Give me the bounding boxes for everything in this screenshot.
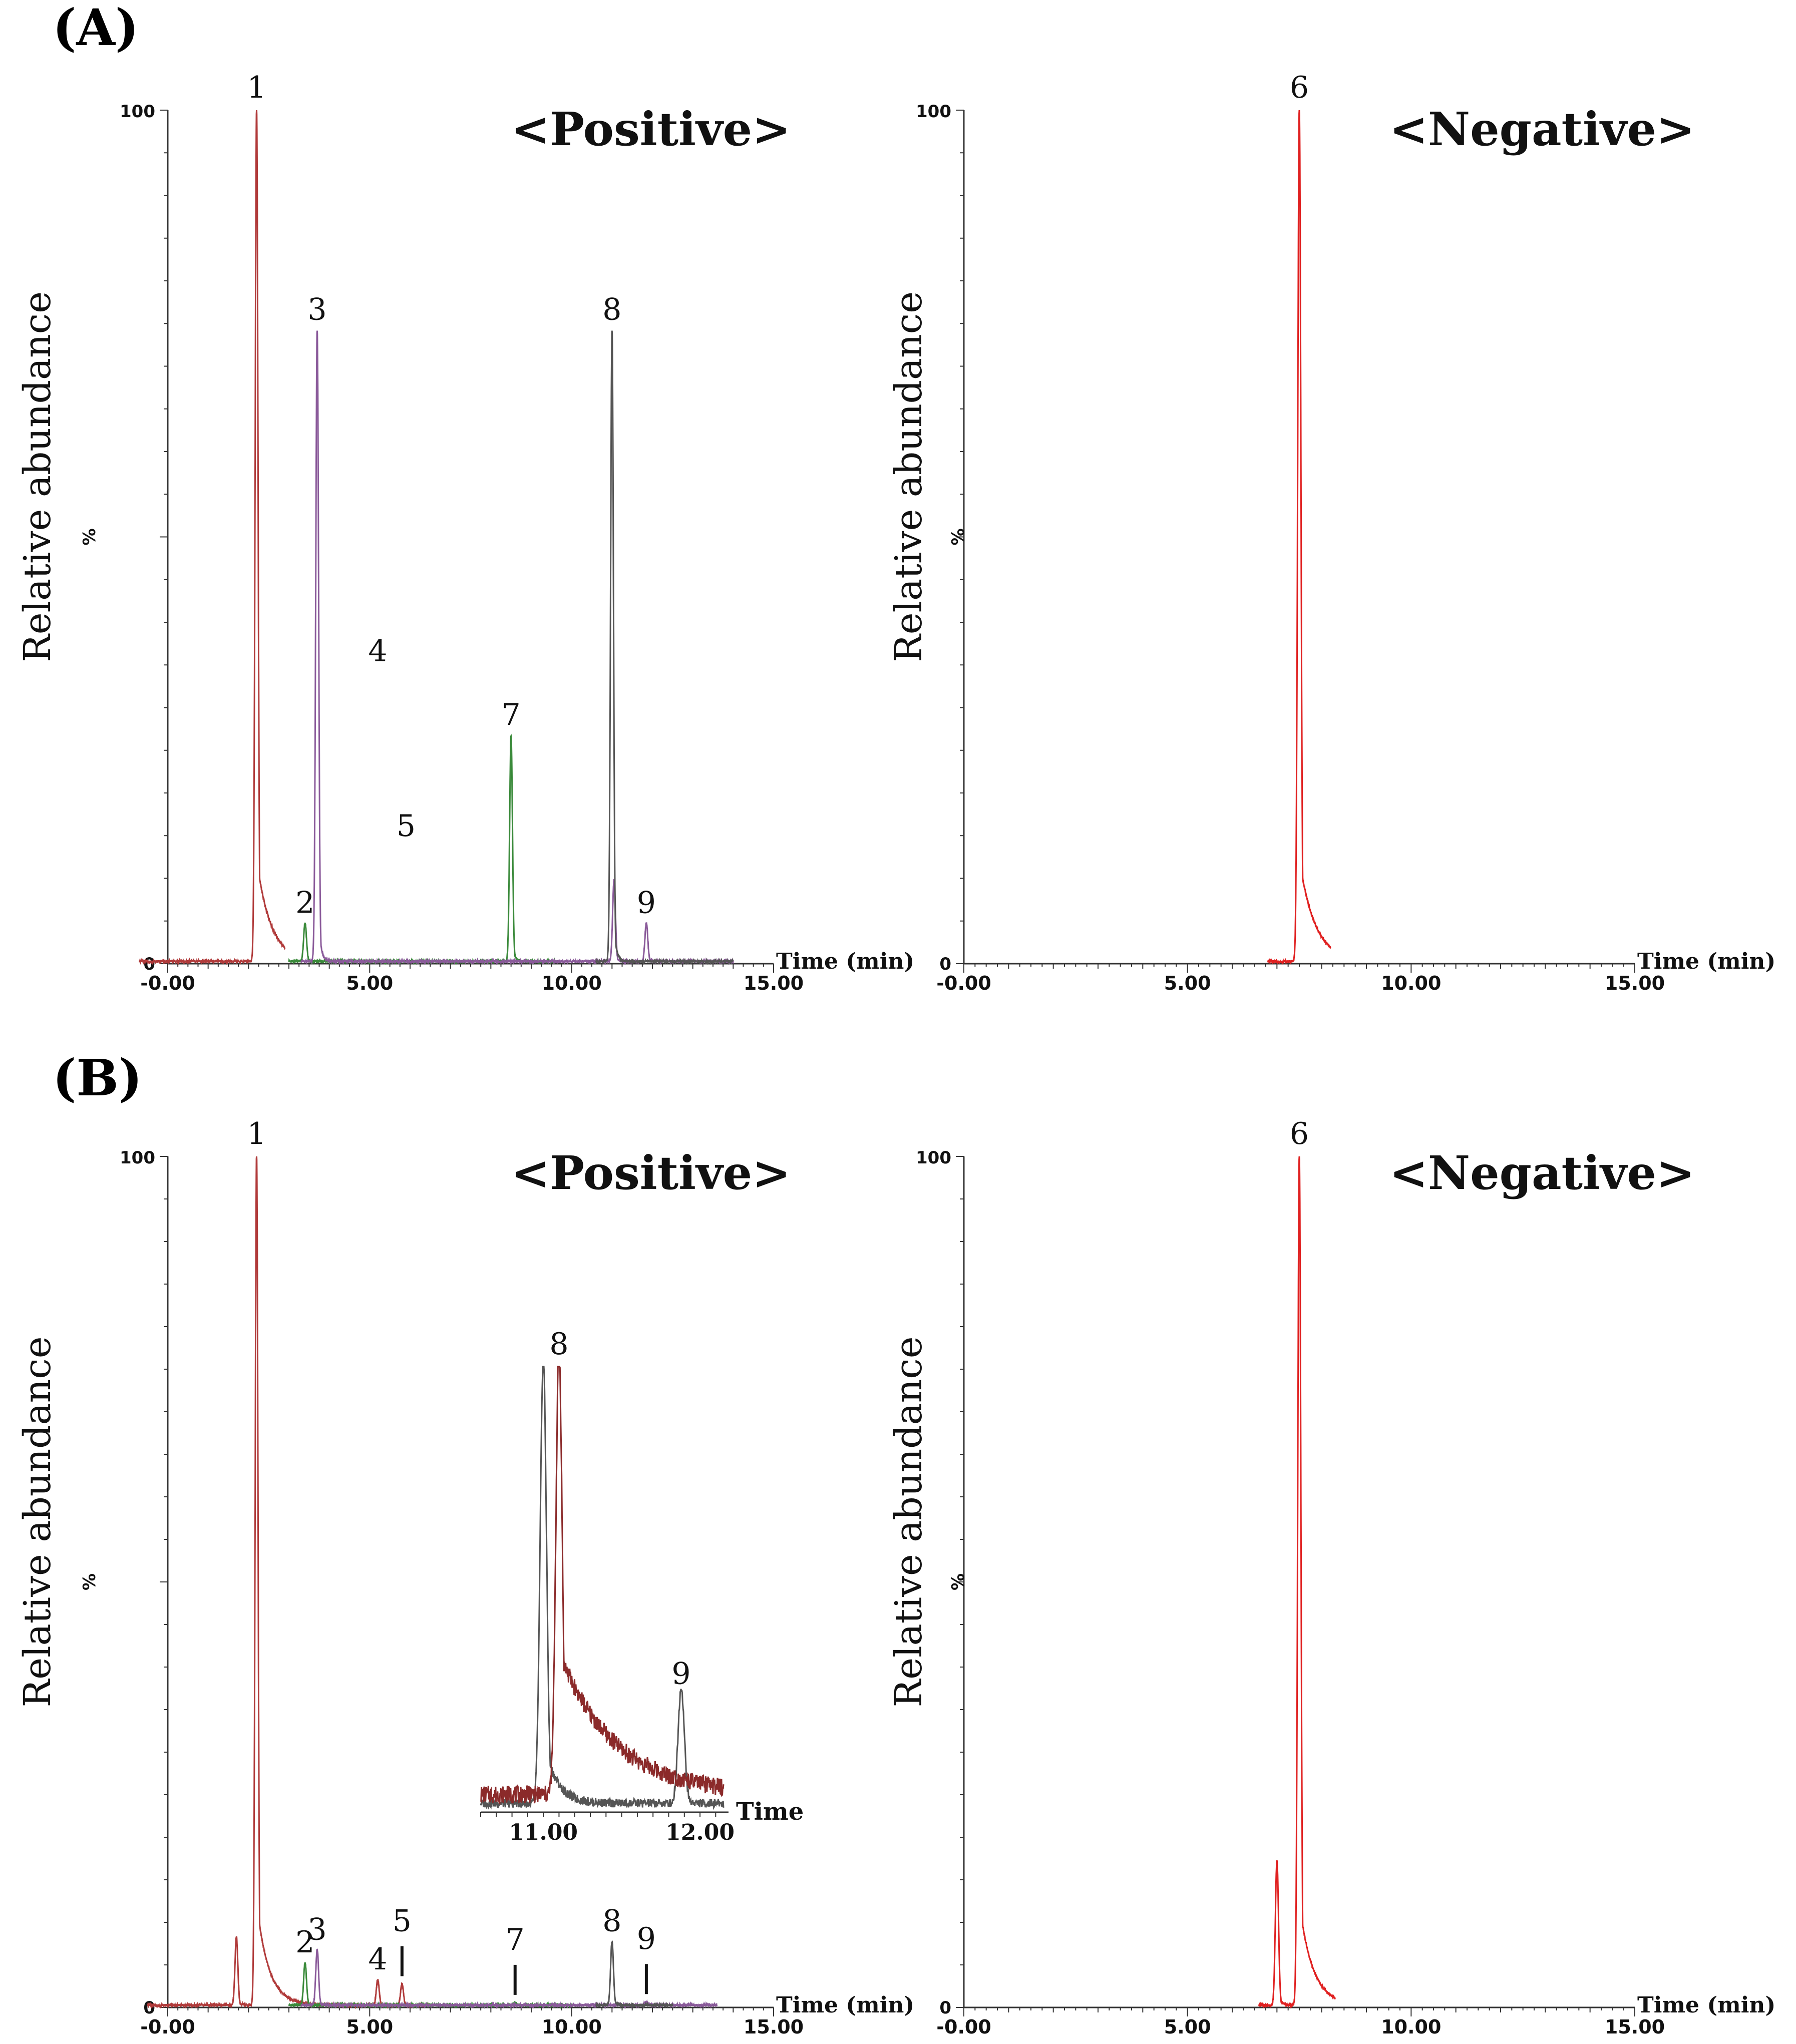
- y-tick-label: 0: [143, 1998, 155, 2018]
- chart-A-negative: -0.00 5.00 10.00 15.00 100 0% Relative abundan…: [887, 70, 1775, 994]
- x-tick-label: 15.00: [744, 2016, 804, 2038]
- chart-B-negative: -0.00 5.00 10.00 15.00 100 0% Relative abundan…: [887, 1116, 1775, 2038]
- x-tick-label: 5.00: [346, 2016, 393, 2038]
- y-tick-label: 100: [916, 1148, 951, 1168]
- y-unit-label: %: [948, 1573, 968, 1590]
- y-tick-label: 0: [143, 954, 155, 974]
- y-tick-label: 100: [120, 1148, 155, 1168]
- x-tick-label: -0.00: [936, 2016, 991, 2038]
- x-axis-label: Time (min): [1637, 1992, 1775, 2018]
- x-axis-label: Time (min): [776, 949, 914, 974]
- x-tick-label: 10.00: [542, 972, 602, 994]
- chart-B-positive: -0.00 5.00 10.00 15.00 100 0% Relative abundan…: [16, 1116, 914, 2038]
- x-tick-label: -0.00: [140, 2016, 195, 2038]
- peak-label-8: 8: [602, 292, 621, 327]
- panel-b-label: (B): [53, 1048, 142, 1107]
- y-unit-label: %: [80, 528, 100, 545]
- peak-label-6: 6: [1290, 1116, 1309, 1151]
- y-unit-label: %: [948, 528, 968, 545]
- y-axis-label: Relative abundance: [887, 291, 930, 662]
- peak-label-8: 8: [602, 1904, 621, 1939]
- y-axis-label: Relative abundance: [16, 291, 59, 662]
- chart-title: <Negative>: [1389, 1146, 1695, 1200]
- peak-label-3: 3: [307, 292, 326, 327]
- x-tick-label: 15.00: [1605, 972, 1665, 994]
- inset-x-tick-label: 12.00: [665, 1820, 735, 1845]
- series-trace-purple: [300, 330, 734, 966]
- chart-title: <Negative>: [1389, 102, 1695, 156]
- series-trace-purple: [300, 1948, 718, 2009]
- chart-title: <Positive>: [511, 102, 791, 156]
- series-trace-red: [139, 110, 286, 965]
- y-tick-label: 100: [916, 102, 951, 122]
- peak-label-4: 4: [368, 633, 387, 668]
- y-tick-label: 0: [939, 1998, 951, 2018]
- series-trace-gray: [595, 330, 734, 965]
- chart-title: <Positive>: [511, 1146, 791, 1200]
- inset-series-inset-gray: [480, 1366, 725, 1810]
- x-tick-label: 5.00: [1164, 2016, 1211, 2038]
- x-axis-label: Time (min): [776, 1992, 914, 2018]
- series-trace-red: [1267, 110, 1331, 965]
- peak-label-7: 7: [502, 697, 521, 732]
- y-tick-label: 100: [120, 102, 155, 122]
- x-tick-label: 15.00: [744, 972, 804, 994]
- x-tick-label: -0.00: [140, 972, 195, 994]
- peak-label-7: 7: [506, 1922, 525, 1957]
- peak-label-2: 2: [295, 885, 314, 920]
- chart-A-positive: -0.00 5.00 10.00 15.00 100 0% Relative abundan…: [16, 70, 914, 994]
- y-unit-label: %: [80, 1573, 100, 1590]
- peak-label-5: 5: [393, 1904, 412, 1939]
- y-axis-label: Relative abundance: [16, 1336, 59, 1707]
- panel-a-label: (A): [53, 0, 139, 57]
- x-tick-label: 10.00: [542, 2016, 602, 2038]
- x-tick-label: -0.00: [936, 972, 991, 994]
- series-trace-red: [147, 1156, 431, 2009]
- x-axis-label: Time (min): [1637, 949, 1775, 974]
- peak-label-6: 6: [1290, 70, 1309, 105]
- x-tick-label: 5.00: [1164, 972, 1211, 994]
- series-trace-green: [288, 1962, 573, 2009]
- x-tick-label: 5.00: [346, 972, 393, 994]
- inset-x-axis-label: Time: [736, 1798, 804, 1826]
- y-axis-label: Relative abundance: [887, 1336, 930, 1707]
- x-tick-label: 15.00: [1605, 2016, 1665, 2038]
- peak-label-1: 1: [247, 70, 266, 105]
- inset-x-tick-label: 11.00: [509, 1820, 578, 1845]
- peak-label-3: 3: [307, 1912, 326, 1947]
- y-tick-label: 0: [939, 954, 951, 974]
- inset-series-inset-red: [480, 1366, 725, 1805]
- peak-label-9: 9: [637, 885, 656, 920]
- inset-peak-label-9: 9: [671, 1657, 690, 1692]
- series-trace-gray: [595, 1940, 673, 2009]
- series-trace-red: [1258, 1156, 1336, 2009]
- peak-label-9: 9: [637, 1921, 656, 1956]
- series-trace-green: [288, 733, 556, 966]
- peak-label-4: 4: [368, 1942, 387, 1977]
- x-tick-label: 10.00: [1381, 2016, 1441, 2038]
- peak-label-2: 2: [295, 1925, 314, 1960]
- inset-peak-label-8: 8: [549, 1327, 568, 1362]
- peak-label-1: 1: [247, 1116, 266, 1151]
- peak-label-5: 5: [397, 808, 416, 844]
- x-tick-label: 10.00: [1381, 972, 1441, 994]
